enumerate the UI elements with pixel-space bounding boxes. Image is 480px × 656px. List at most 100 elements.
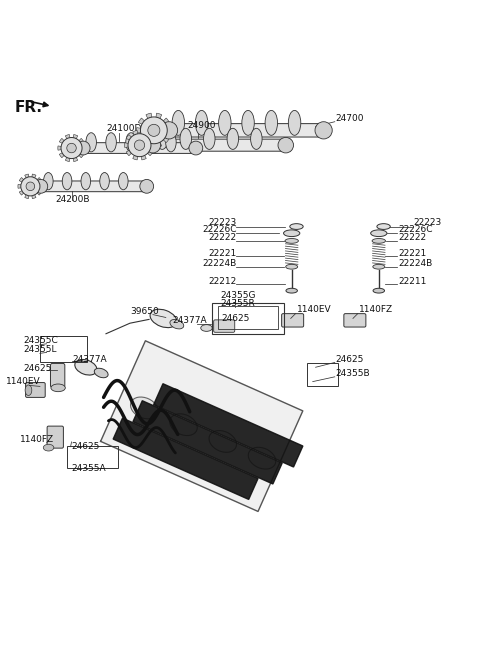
Text: 1140FZ: 1140FZ	[359, 305, 393, 314]
Ellipse shape	[377, 224, 390, 230]
Bar	[307, 363, 338, 386]
Text: 39650: 39650	[130, 306, 159, 316]
Ellipse shape	[100, 173, 109, 190]
Wedge shape	[24, 174, 30, 186]
Ellipse shape	[86, 133, 96, 152]
Circle shape	[145, 137, 161, 153]
Wedge shape	[19, 178, 30, 186]
Text: 22223: 22223	[208, 218, 237, 227]
Ellipse shape	[195, 110, 208, 135]
Ellipse shape	[242, 110, 254, 135]
Wedge shape	[72, 148, 78, 161]
Wedge shape	[24, 186, 30, 199]
Ellipse shape	[218, 110, 231, 135]
Text: 24355A: 24355A	[72, 464, 106, 472]
Wedge shape	[154, 128, 171, 133]
Wedge shape	[140, 131, 146, 145]
Wedge shape	[72, 134, 78, 148]
Text: 24355C: 24355C	[24, 337, 59, 345]
Ellipse shape	[286, 288, 298, 293]
FancyBboxPatch shape	[25, 382, 45, 398]
Ellipse shape	[209, 430, 237, 453]
Text: 22212: 22212	[208, 277, 237, 286]
Circle shape	[278, 137, 294, 153]
Wedge shape	[154, 131, 169, 142]
Text: 24355G: 24355G	[220, 291, 255, 300]
Text: 1140EV: 1140EV	[297, 305, 331, 314]
Circle shape	[140, 180, 154, 194]
FancyBboxPatch shape	[36, 181, 151, 192]
Ellipse shape	[288, 110, 301, 135]
Text: 24100D: 24100D	[106, 124, 142, 133]
FancyBboxPatch shape	[146, 139, 291, 151]
Ellipse shape	[146, 133, 156, 152]
Wedge shape	[30, 184, 43, 188]
Ellipse shape	[25, 385, 32, 396]
Text: 22221: 22221	[398, 249, 426, 258]
Text: 24200B: 24200B	[56, 195, 90, 203]
Text: 22226C: 22226C	[398, 225, 432, 234]
Text: 24355R: 24355R	[220, 299, 255, 308]
Ellipse shape	[131, 397, 158, 419]
Wedge shape	[154, 118, 169, 131]
Ellipse shape	[81, 173, 91, 190]
Wedge shape	[19, 186, 30, 195]
FancyBboxPatch shape	[78, 143, 200, 154]
Wedge shape	[60, 148, 72, 157]
Text: 24355B: 24355B	[336, 369, 371, 378]
Wedge shape	[18, 184, 30, 188]
Ellipse shape	[201, 325, 212, 331]
Text: 22222: 22222	[398, 233, 426, 242]
FancyBboxPatch shape	[47, 426, 63, 448]
Text: 1140EV: 1140EV	[6, 377, 41, 386]
Wedge shape	[146, 113, 154, 131]
Bar	[218, 306, 278, 329]
Bar	[67, 446, 119, 468]
Wedge shape	[140, 143, 155, 148]
Text: 1140FZ: 1140FZ	[20, 435, 54, 444]
Wedge shape	[140, 145, 153, 155]
Circle shape	[189, 141, 203, 155]
Wedge shape	[132, 145, 140, 160]
Text: 22222: 22222	[208, 233, 237, 242]
Text: 24900: 24900	[187, 121, 216, 130]
Wedge shape	[140, 145, 146, 160]
Text: 24625: 24625	[336, 354, 364, 363]
Circle shape	[26, 182, 35, 191]
Ellipse shape	[373, 264, 385, 269]
Circle shape	[141, 117, 167, 144]
Ellipse shape	[170, 414, 197, 436]
Text: 22224B: 22224B	[398, 258, 432, 268]
Ellipse shape	[286, 264, 298, 269]
Wedge shape	[65, 148, 72, 161]
Text: FR.: FR.	[15, 100, 43, 115]
Circle shape	[160, 122, 178, 139]
Wedge shape	[65, 134, 72, 148]
Polygon shape	[133, 401, 282, 484]
Wedge shape	[72, 146, 85, 150]
Polygon shape	[101, 341, 303, 512]
Text: 24700: 24700	[336, 113, 364, 123]
Wedge shape	[154, 113, 162, 131]
Ellipse shape	[150, 309, 177, 327]
Text: 22211: 22211	[398, 277, 426, 286]
Ellipse shape	[217, 325, 225, 329]
Ellipse shape	[75, 359, 97, 375]
Ellipse shape	[166, 133, 176, 152]
Ellipse shape	[284, 230, 300, 237]
Wedge shape	[124, 143, 140, 148]
Ellipse shape	[373, 288, 384, 293]
Text: 24377A: 24377A	[172, 316, 207, 325]
Text: 22224B: 22224B	[203, 258, 237, 268]
Ellipse shape	[180, 129, 192, 150]
FancyBboxPatch shape	[282, 314, 304, 327]
Ellipse shape	[156, 129, 168, 150]
Ellipse shape	[371, 230, 387, 237]
Wedge shape	[126, 134, 140, 145]
Text: 24355L: 24355L	[24, 345, 57, 354]
FancyBboxPatch shape	[162, 123, 329, 137]
Wedge shape	[30, 174, 36, 186]
Wedge shape	[138, 118, 154, 131]
Circle shape	[76, 141, 90, 155]
FancyBboxPatch shape	[214, 320, 235, 333]
